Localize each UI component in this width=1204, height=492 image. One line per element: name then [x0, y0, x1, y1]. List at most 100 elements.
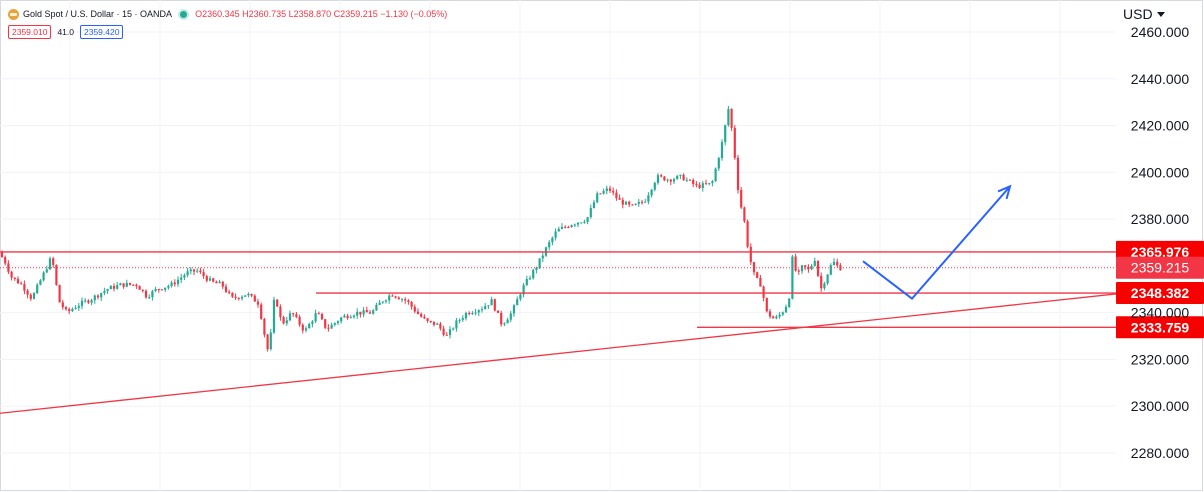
candle-body	[170, 282, 173, 286]
buy-price-button[interactable]: 2359.420	[80, 25, 124, 39]
symbol-title[interactable]: Gold Spot / U.S. Dollar · 15 · OANDA	[23, 9, 173, 19]
candle-body	[148, 297, 151, 299]
candle-body	[352, 315, 356, 318]
candle-body	[196, 270, 199, 272]
candle-body	[669, 179, 672, 182]
candle-body	[384, 300, 388, 302]
candle-body	[836, 261, 839, 266]
candle-body	[221, 281, 224, 287]
candle-body	[599, 193, 602, 195]
candle-body	[346, 315, 349, 319]
candle-body	[119, 283, 122, 286]
candle-body	[480, 309, 484, 311]
candle-body	[458, 319, 461, 321]
candle-body	[586, 217, 589, 222]
candle-body	[141, 289, 144, 291]
grid-lines	[0, 0, 1116, 492]
candle-body	[583, 221, 586, 223]
candle-body	[189, 269, 192, 272]
candle-body	[512, 305, 516, 314]
candle-body	[624, 201, 628, 205]
candle-body	[71, 308, 74, 312]
candle-body	[416, 311, 420, 314]
candle-body	[327, 327, 330, 329]
candle-body	[487, 305, 490, 307]
candle-body	[765, 297, 768, 312]
candle-body	[420, 313, 423, 317]
candle-body	[592, 202, 596, 209]
candle-body	[164, 287, 167, 290]
currency-selector[interactable]: USD	[1123, 6, 1164, 22]
candle-body	[234, 296, 237, 298]
candle-body	[816, 260, 820, 276]
candle-body	[532, 269, 535, 279]
candle-body	[660, 175, 663, 177]
candle-body	[202, 272, 205, 277]
candle-body	[144, 290, 148, 298]
candle-body	[714, 168, 717, 182]
candle-body	[128, 282, 132, 285]
candle-body	[74, 307, 77, 309]
candle-body	[461, 318, 464, 320]
candle-body	[436, 323, 439, 325]
y-tick-label: 2380.000	[1131, 211, 1190, 227]
candle-body	[832, 261, 836, 266]
candle-body	[522, 285, 525, 295]
candle-body	[333, 322, 336, 325]
candle-body	[308, 323, 311, 329]
candle-body	[666, 179, 669, 181]
candle-body	[180, 277, 183, 280]
candle-body	[615, 192, 618, 199]
candles-layer	[0, 105, 842, 352]
candle-body	[183, 275, 186, 278]
candle-body	[797, 270, 800, 272]
candle-body	[429, 321, 432, 323]
candle-body	[237, 297, 240, 299]
candle-body	[496, 310, 500, 313]
candle-body	[176, 279, 180, 285]
candle-body	[413, 306, 416, 312]
candle-body	[112, 285, 116, 289]
candle-body	[192, 269, 196, 272]
candle-body	[375, 304, 378, 311]
candle-body	[432, 321, 436, 325]
candle-body	[736, 157, 740, 190]
candle-body	[612, 190, 615, 193]
candle-body	[503, 323, 506, 325]
candle-body	[266, 334, 269, 350]
candle-body	[61, 302, 64, 308]
sell-price-button[interactable]: 2359.010	[8, 25, 52, 39]
candle-body	[596, 193, 599, 203]
candle-body	[778, 314, 781, 317]
candle-body	[452, 328, 455, 330]
candle-body	[768, 311, 772, 317]
candle-body	[442, 328, 445, 335]
symbol-legend: Gold Spot / U.S. Dollar · 15 · OANDA O23…	[8, 6, 447, 22]
last-price-label: 2359.215	[1131, 260, 1190, 276]
candle-body	[730, 108, 733, 128]
candle-body	[695, 184, 698, 186]
y-tick-label: 2440.000	[1131, 71, 1190, 87]
candle-body	[727, 108, 730, 126]
candle-body	[608, 188, 612, 191]
candle-body	[68, 309, 71, 312]
candle-body	[554, 231, 557, 238]
candle-body	[205, 276, 208, 281]
y-tick-label: 2320.000	[1131, 351, 1190, 367]
candle-body	[96, 295, 100, 298]
candle-body	[800, 265, 804, 272]
candle-body	[10, 271, 13, 278]
level-label: 2348.382	[1131, 285, 1190, 301]
candle-body	[0, 252, 4, 258]
candle-body	[368, 312, 372, 314]
candle-body	[324, 319, 327, 328]
level-label-bg	[1116, 282, 1204, 305]
candle-body	[55, 264, 58, 285]
candle-body	[551, 237, 554, 243]
candle-body	[804, 265, 807, 267]
spread-value: 41.0	[57, 27, 74, 37]
candle-body	[567, 227, 570, 229]
candle-body	[90, 300, 93, 303]
projection-arrow-head	[997, 184, 1012, 200]
